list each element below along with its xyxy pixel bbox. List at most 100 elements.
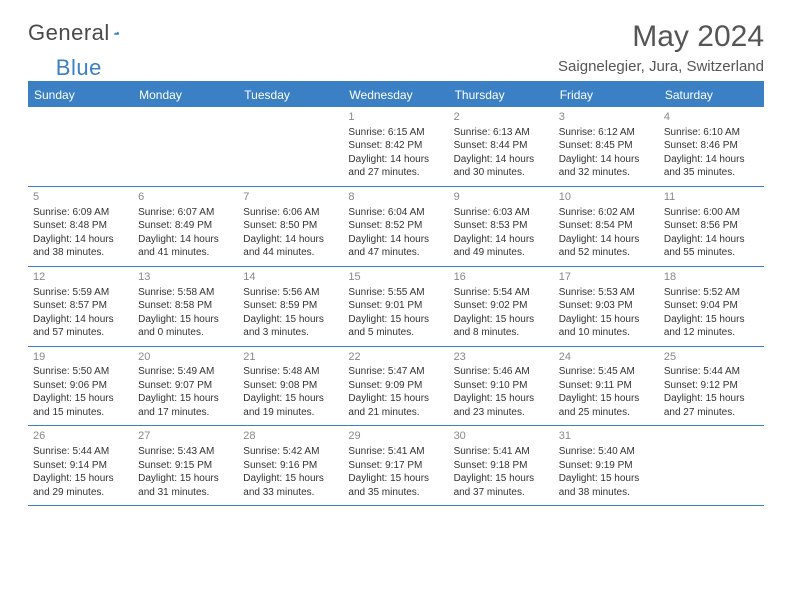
sunset-line: Sunset: 9:15 PM xyxy=(138,459,233,473)
daylight-line: Daylight: 15 hours and 31 minutes. xyxy=(138,472,233,499)
sunrise-line: Sunrise: 5:48 AM xyxy=(243,365,338,379)
sunset-line: Sunset: 9:16 PM xyxy=(243,459,338,473)
day-cell: 26Sunrise: 5:44 AMSunset: 9:14 PMDayligh… xyxy=(28,426,133,505)
sunset-line: Sunset: 9:04 PM xyxy=(664,299,759,313)
weekday-header: Monday xyxy=(133,83,238,107)
weekday-header: Sunday xyxy=(28,83,133,107)
day-cell: 21Sunrise: 5:48 AMSunset: 9:08 PMDayligh… xyxy=(238,347,343,426)
sunrise-line: Sunrise: 5:40 AM xyxy=(559,445,654,459)
day-number: 15 xyxy=(348,270,443,285)
day-cell: 31Sunrise: 5:40 AMSunset: 9:19 PMDayligh… xyxy=(554,426,659,505)
day-cell: 9Sunrise: 6:03 AMSunset: 8:53 PMDaylight… xyxy=(449,187,554,266)
sunset-line: Sunset: 9:02 PM xyxy=(454,299,549,313)
day-cell: 3Sunrise: 6:12 AMSunset: 8:45 PMDaylight… xyxy=(554,107,659,186)
day-cell: 5Sunrise: 6:09 AMSunset: 8:48 PMDaylight… xyxy=(28,187,133,266)
sunset-line: Sunset: 8:57 PM xyxy=(33,299,128,313)
sunset-line: Sunset: 9:07 PM xyxy=(138,379,233,393)
logo-wave-icon xyxy=(114,24,119,42)
daylight-line: Daylight: 14 hours and 41 minutes. xyxy=(138,233,233,260)
day-number: 17 xyxy=(559,270,654,285)
sunset-line: Sunset: 8:52 PM xyxy=(348,219,443,233)
sunrise-line: Sunrise: 5:49 AM xyxy=(138,365,233,379)
day-cell: 16Sunrise: 5:54 AMSunset: 9:02 PMDayligh… xyxy=(449,267,554,346)
sunset-line: Sunset: 9:18 PM xyxy=(454,459,549,473)
sunset-line: Sunset: 9:12 PM xyxy=(664,379,759,393)
day-number: 21 xyxy=(243,350,338,365)
daylight-line: Daylight: 15 hours and 12 minutes. xyxy=(664,313,759,340)
day-cell: 15Sunrise: 5:55 AMSunset: 9:01 PMDayligh… xyxy=(343,267,448,346)
sunrise-line: Sunrise: 5:42 AM xyxy=(243,445,338,459)
day-cell xyxy=(133,107,238,186)
day-cell xyxy=(659,426,764,505)
day-cell: 8Sunrise: 6:04 AMSunset: 8:52 PMDaylight… xyxy=(343,187,448,266)
day-cell: 7Sunrise: 6:06 AMSunset: 8:50 PMDaylight… xyxy=(238,187,343,266)
weekday-header: Tuesday xyxy=(238,83,343,107)
day-number: 30 xyxy=(454,429,549,444)
sunset-line: Sunset: 9:11 PM xyxy=(559,379,654,393)
day-number: 25 xyxy=(664,350,759,365)
daylight-line: Daylight: 15 hours and 19 minutes. xyxy=(243,392,338,419)
sunrise-line: Sunrise: 6:09 AM xyxy=(33,206,128,220)
day-cell: 29Sunrise: 5:41 AMSunset: 9:17 PMDayligh… xyxy=(343,426,448,505)
sunrise-line: Sunrise: 6:12 AM xyxy=(559,126,654,140)
sunrise-line: Sunrise: 6:15 AM xyxy=(348,126,443,140)
sunset-line: Sunset: 8:53 PM xyxy=(454,219,549,233)
daylight-line: Daylight: 15 hours and 10 minutes. xyxy=(559,313,654,340)
daylight-line: Daylight: 14 hours and 27 minutes. xyxy=(348,153,443,180)
sunrise-line: Sunrise: 6:00 AM xyxy=(664,206,759,220)
day-cell: 25Sunrise: 5:44 AMSunset: 9:12 PMDayligh… xyxy=(659,347,764,426)
sunrise-line: Sunrise: 5:47 AM xyxy=(348,365,443,379)
day-cell xyxy=(238,107,343,186)
day-number: 9 xyxy=(454,190,549,205)
daylight-line: Daylight: 15 hours and 8 minutes. xyxy=(454,313,549,340)
day-cell: 24Sunrise: 5:45 AMSunset: 9:11 PMDayligh… xyxy=(554,347,659,426)
daylight-line: Daylight: 14 hours and 57 minutes. xyxy=(33,313,128,340)
day-cell: 17Sunrise: 5:53 AMSunset: 9:03 PMDayligh… xyxy=(554,267,659,346)
day-cell: 27Sunrise: 5:43 AMSunset: 9:15 PMDayligh… xyxy=(133,426,238,505)
week-row: 26Sunrise: 5:44 AMSunset: 9:14 PMDayligh… xyxy=(28,426,764,506)
daylight-line: Daylight: 15 hours and 5 minutes. xyxy=(348,313,443,340)
day-number: 11 xyxy=(664,190,759,205)
week-row: 19Sunrise: 5:50 AMSunset: 9:06 PMDayligh… xyxy=(28,347,764,427)
daylight-line: Daylight: 15 hours and 21 minutes. xyxy=(348,392,443,419)
day-cell: 10Sunrise: 6:02 AMSunset: 8:54 PMDayligh… xyxy=(554,187,659,266)
sunset-line: Sunset: 9:14 PM xyxy=(33,459,128,473)
sunset-line: Sunset: 8:49 PM xyxy=(138,219,233,233)
day-cell: 4Sunrise: 6:10 AMSunset: 8:46 PMDaylight… xyxy=(659,107,764,186)
sunset-line: Sunset: 9:06 PM xyxy=(33,379,128,393)
daylight-line: Daylight: 15 hours and 33 minutes. xyxy=(243,472,338,499)
sunrise-line: Sunrise: 5:58 AM xyxy=(138,286,233,300)
daylight-line: Daylight: 15 hours and 25 minutes. xyxy=(559,392,654,419)
week-row: 12Sunrise: 5:59 AMSunset: 8:57 PMDayligh… xyxy=(28,267,764,347)
weekday-header: Wednesday xyxy=(343,83,448,107)
week-row: 5Sunrise: 6:09 AMSunset: 8:48 PMDaylight… xyxy=(28,187,764,267)
day-number: 3 xyxy=(559,110,654,125)
day-number: 20 xyxy=(138,350,233,365)
sunrise-line: Sunrise: 5:55 AM xyxy=(348,286,443,300)
day-cell: 11Sunrise: 6:00 AMSunset: 8:56 PMDayligh… xyxy=(659,187,764,266)
day-number: 19 xyxy=(33,350,128,365)
day-cell: 12Sunrise: 5:59 AMSunset: 8:57 PMDayligh… xyxy=(28,267,133,346)
sunset-line: Sunset: 8:48 PM xyxy=(33,219,128,233)
sunrise-line: Sunrise: 5:44 AM xyxy=(33,445,128,459)
day-cell: 6Sunrise: 6:07 AMSunset: 8:49 PMDaylight… xyxy=(133,187,238,266)
daylight-line: Daylight: 15 hours and 35 minutes. xyxy=(348,472,443,499)
day-number: 31 xyxy=(559,429,654,444)
daylight-line: Daylight: 14 hours and 38 minutes. xyxy=(33,233,128,260)
day-number: 28 xyxy=(243,429,338,444)
sunset-line: Sunset: 9:19 PM xyxy=(559,459,654,473)
daylight-line: Daylight: 15 hours and 37 minutes. xyxy=(454,472,549,499)
day-cell: 20Sunrise: 5:49 AMSunset: 9:07 PMDayligh… xyxy=(133,347,238,426)
sunset-line: Sunset: 9:01 PM xyxy=(348,299,443,313)
day-cell: 2Sunrise: 6:13 AMSunset: 8:44 PMDaylight… xyxy=(449,107,554,186)
daylight-line: Daylight: 14 hours and 55 minutes. xyxy=(664,233,759,260)
weekday-header: Thursday xyxy=(449,83,554,107)
day-cell: 13Sunrise: 5:58 AMSunset: 8:58 PMDayligh… xyxy=(133,267,238,346)
day-number: 7 xyxy=(243,190,338,205)
daylight-line: Daylight: 14 hours and 52 minutes. xyxy=(559,233,654,260)
day-number: 22 xyxy=(348,350,443,365)
sunset-line: Sunset: 9:10 PM xyxy=(454,379,549,393)
weekday-header: Friday xyxy=(554,83,659,107)
sunset-line: Sunset: 9:09 PM xyxy=(348,379,443,393)
daylight-line: Daylight: 15 hours and 3 minutes. xyxy=(243,313,338,340)
